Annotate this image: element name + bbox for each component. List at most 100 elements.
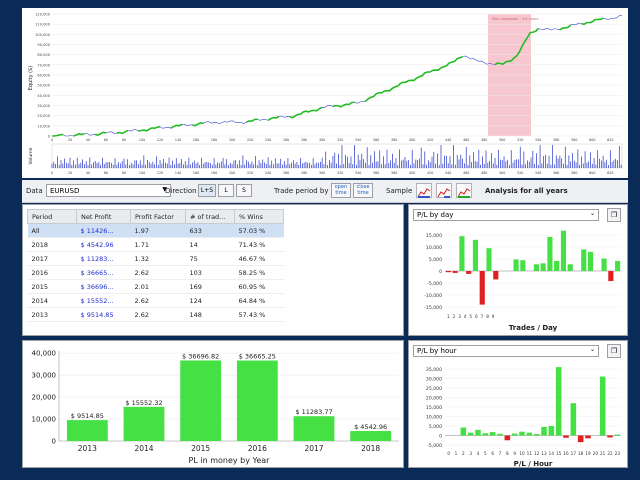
volume-x-tick-label: 460 xyxy=(463,171,469,175)
x-tick-label: 440 xyxy=(445,138,451,142)
table-row[interactable]: 2016 $ 36665... 2.62 103 58.25 % xyxy=(27,265,284,280)
equity-gain-segment xyxy=(289,113,301,119)
x-tick-label: 180 xyxy=(211,138,217,142)
volume-x-tick-label: 400 xyxy=(409,171,415,175)
sample-in-icon[interactable] xyxy=(416,183,432,198)
y-tick-label: 90,000 xyxy=(37,43,50,47)
table-cell: 57.43 % xyxy=(234,307,284,322)
table-row[interactable]: 2014 $ 15552... 2.62 124 64.84 % xyxy=(27,293,284,308)
x-tick-label: 12 xyxy=(534,451,540,456)
bar xyxy=(548,426,555,436)
pl-hour-select[interactable]: P/L by hour ⌄ xyxy=(413,345,599,357)
category-label: 2013 xyxy=(78,444,97,453)
x-tick-label: 240 xyxy=(265,138,271,142)
bar xyxy=(608,271,614,282)
x-tick-label: 20 xyxy=(593,451,599,456)
table-row[interactable]: 2013 $ 9514.85 2.62 148 57.43 % xyxy=(27,307,284,322)
trade-period-label: Trade period by xyxy=(274,187,329,195)
equity-gain-segment xyxy=(591,17,604,23)
x-tick-label: 200 xyxy=(229,138,235,142)
x-tick-label: 21 xyxy=(600,451,606,456)
y-tick-label: 0 xyxy=(52,438,56,446)
equity-gain-segment xyxy=(73,132,85,137)
equity-gain-segment xyxy=(94,131,107,136)
bar xyxy=(541,426,547,436)
equity-gain-segment xyxy=(364,93,377,103)
y-tick-label: 0 xyxy=(439,434,442,440)
equity-axis-label: Equity ($) xyxy=(28,66,34,91)
close-time-button[interactable]: close time xyxy=(353,183,373,198)
table-row[interactable]: 2018 $ 4542.96 1.71 14 71.43 % xyxy=(27,237,284,252)
x-tick-label: 600 xyxy=(589,138,595,142)
x-tick-label: 14 xyxy=(549,451,555,456)
chevron-down-icon: ▼ xyxy=(162,186,167,193)
y-tick-label: 110,000 xyxy=(35,23,51,27)
direction-ls-button[interactable]: L+S xyxy=(198,184,216,197)
category-label: 2016 xyxy=(248,444,267,453)
window-icon[interactable]: ❐ xyxy=(607,208,621,222)
col-period[interactable]: Period xyxy=(27,209,77,224)
sample-out-icon[interactable] xyxy=(436,183,452,198)
table-cell: $ 9514.85 xyxy=(76,307,131,322)
volume-x-tick-label: 200 xyxy=(229,171,235,175)
col-num-trades[interactable]: # of trad... xyxy=(185,209,235,224)
table-cell: 124 xyxy=(185,293,235,308)
x-tick-label: 260 xyxy=(283,138,289,142)
table-row[interactable]: 2017 $ 11283... 1.32 75 46.67 % xyxy=(27,251,284,266)
bar xyxy=(460,427,467,436)
chevron-down-icon: ⌄ xyxy=(589,346,595,353)
equity-gain-segment xyxy=(116,129,129,135)
bar xyxy=(513,259,519,271)
y-tick-label: 15,000 xyxy=(426,405,442,411)
open-time-button[interactable]: open time xyxy=(331,183,351,198)
x-tick-label: 2 xyxy=(462,451,465,456)
pl-hour-select-value: P/L by hour xyxy=(417,347,457,355)
year-bar xyxy=(66,420,108,441)
volume-x-tick-label: 620 xyxy=(607,171,613,175)
x-tick-label: 60 xyxy=(104,138,108,142)
col-profit-factor[interactable]: Profit Factor xyxy=(130,209,186,224)
pl-day-chart: 15,000 10,000 5,000 0 -5,000 -10,000 -15,000 1 2… xyxy=(424,230,621,332)
category-label: 2014 xyxy=(134,444,153,453)
bar xyxy=(614,434,621,436)
y-tick-label: 20,000 xyxy=(426,396,442,402)
y-tick-label: -15,000 xyxy=(424,305,442,311)
x-tick-label: 580 xyxy=(571,138,577,142)
x-tick-label: 540 xyxy=(535,138,541,142)
volume-x-tick-label: 220 xyxy=(247,171,253,175)
window-icon[interactable]: ❐ xyxy=(607,344,621,358)
equity-gain-segment xyxy=(267,115,280,122)
col-net-profit[interactable]: Net Profit xyxy=(76,209,131,224)
bar xyxy=(519,431,525,436)
equity-gain-segment xyxy=(451,56,463,63)
table-cell: 2018 xyxy=(27,237,77,252)
equity-gain-segment xyxy=(375,89,388,95)
equity-svg: Max drawdown - 5.6 hours 0 10,000 20,000 30,… xyxy=(28,13,623,175)
volume-x-tick-label: 60 xyxy=(104,171,108,175)
table-row[interactable]: 2015 $ 36696... 2.01 169 60.95 % xyxy=(27,279,284,294)
symbol-select[interactable]: EURUSD ▼ xyxy=(46,184,171,197)
volume-x-tick-label: 240 xyxy=(265,171,271,175)
direction-long-button[interactable]: L xyxy=(218,184,234,197)
table-row[interactable]: All $ 11426... 1.97 633 57.03 % xyxy=(27,223,284,238)
year-bar xyxy=(180,360,222,441)
equity-gain-segment xyxy=(429,67,442,73)
bar xyxy=(445,271,451,273)
equity-chart: Max drawdown - 5.6 hours 0 10,000 20,000 30,… xyxy=(22,8,628,178)
volume-x-tick-label: 300 xyxy=(319,171,325,175)
equity-gain-segment xyxy=(559,24,572,31)
x-tick-label: 11 xyxy=(527,451,533,456)
table-header-row: Period Net Profit Profit Factor # of tra… xyxy=(27,209,284,224)
volume-x-tick-label: 560 xyxy=(553,171,559,175)
pl-day-select[interactable]: P/L by day ⌄ xyxy=(413,209,599,221)
table-cell: 71.43 % xyxy=(234,237,284,252)
bar xyxy=(599,376,606,436)
sample-all-icon[interactable] xyxy=(456,183,472,198)
volume-x-tick-label: 120 xyxy=(157,171,163,175)
table-cell: 2.01 xyxy=(130,279,186,294)
col-wins[interactable]: % Wins xyxy=(234,209,284,224)
y-tick-label: 30,000 xyxy=(32,372,57,380)
table-cell: 2013 xyxy=(27,307,77,322)
y-tick-label: 120,000 xyxy=(35,13,51,17)
direction-short-button[interactable]: S xyxy=(236,184,252,197)
